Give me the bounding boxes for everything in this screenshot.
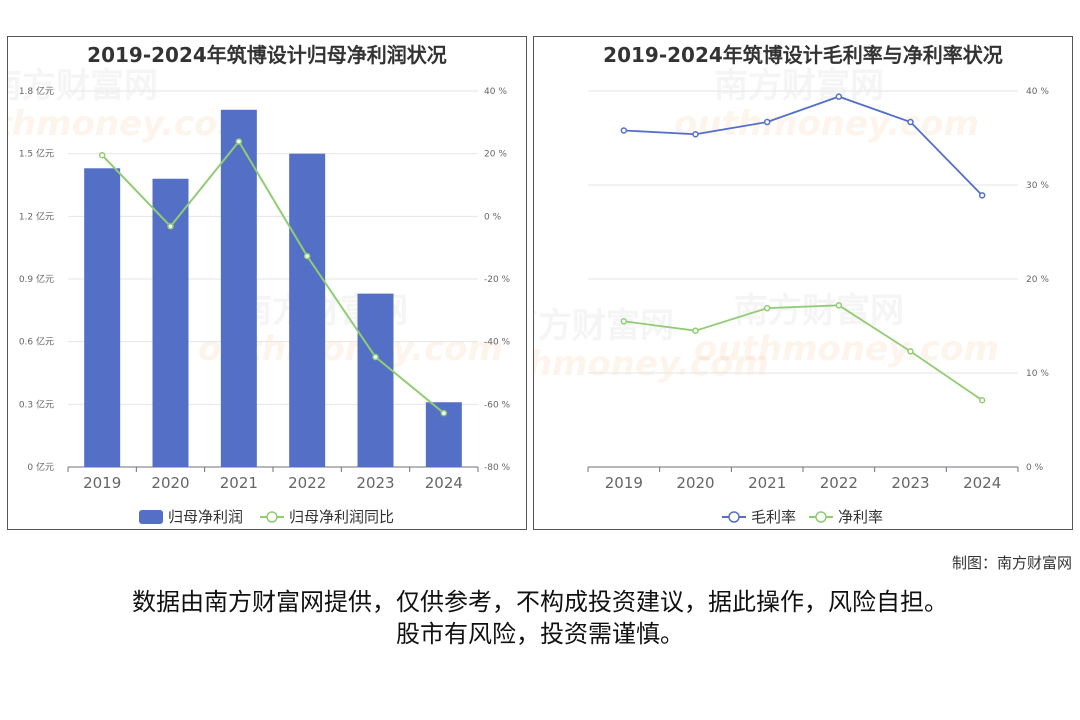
line-point [692,327,699,334]
x-tick-label: 2020 [151,474,189,492]
watermark-text: outhmoney.com [7,104,253,144]
line-point [372,353,379,361]
y-tick-label: 0 亿元 [27,461,54,473]
x-tick-label: 2024 [425,474,463,492]
series-line [101,139,445,414]
chart-title: 2019-2024年筑博设计毛利率与净利率状况 [603,43,1003,67]
y2-tick-label: 20 % [484,150,507,160]
y2-tick-label: 0 % [484,212,502,222]
y-tick-label: 1.5 亿元 [19,148,54,160]
x-tick-label: 2020 [676,474,714,492]
y2-tick-label: -80 % [484,463,511,473]
bar [220,109,257,468]
net-profit-chart-panel: 2019-2024年筑博设计归母净利润状况 南方财富网outhmoney.com… [7,36,527,530]
x-tick-label: 2022 [288,474,326,492]
line-point [303,252,311,260]
series-line [623,95,983,196]
y2-tick-label: -20 % [484,275,511,285]
line-point [167,223,174,230]
line-point [835,93,843,100]
line-point [692,130,699,138]
x-tick-label: 2023 [356,474,394,492]
bar [357,293,394,467]
y-tick-label: 20 % [1026,275,1049,285]
legend-label: 归母净利润同比 [289,508,394,526]
line-point [978,192,986,199]
watermark-text: outhmoney.com [694,329,999,369]
line-point [978,397,986,404]
watermark-text: outhmoney.com [533,344,769,384]
line-point [763,118,771,126]
x-tick-label: 2022 [820,474,858,492]
disclaimer-line-2: 股市有风险，投资需谨慎。 [396,620,684,648]
watermark-text: 南方财富网 [533,306,674,346]
x-tick-label: 2024 [963,474,1001,492]
line-point [620,318,628,325]
watermark-text: 南方财富网 [7,66,158,106]
line-point [907,348,914,355]
y-tick-label: 0.9 亿元 [19,273,54,285]
line-point [907,118,914,126]
watermark-text: 南方财富网 [714,66,884,106]
y-tick-label: 1.8 亿元 [19,85,54,97]
disclaimer-line-1: 数据由南方财富网提供，仅供参考，不构成投资建议，据此操作，风险自担。 [132,588,948,616]
y-tick-label: 1.2 亿元 [19,210,54,222]
y-tick-label: 0 % [1026,463,1044,473]
legend-swatch [266,511,278,523]
y2-tick-label: -60 % [484,400,511,410]
legend-label: 净利率 [838,508,883,526]
bar [289,153,326,467]
legend-swatch [139,510,163,524]
line-point [835,302,843,309]
y-tick-label: 0.3 亿元 [19,398,54,410]
line-point [440,409,448,417]
legend-label: 归母净利润 [168,508,243,526]
y-tick-label: 40 % [1026,87,1049,97]
y-tick-label: 10 % [1026,369,1049,379]
watermark-text: 南方财富网 [734,291,904,331]
watermark-text: outhmoney.com [674,104,979,144]
line-point [763,304,771,312]
bar [152,178,189,467]
legend-swatch [815,511,827,523]
line-point [98,151,106,159]
x-tick-label: 2023 [891,474,929,492]
bar [84,168,121,468]
y2-tick-label: 40 % [484,87,507,97]
x-tick-label: 2021 [220,474,258,492]
chart-title: 2019-2024年筑博设计归母净利润状况 [87,43,447,67]
legend-swatch [728,511,740,523]
y2-tick-label: -40 % [484,338,511,348]
x-tick-label: 2021 [748,474,786,492]
y-tick-label: 0.6 亿元 [19,336,54,348]
margin-chart-panel: 2019-2024年筑博设计毛利率与净利率状况 南方财富网 outhmoney.c… [533,36,1073,530]
line-point [620,127,628,134]
chart-credit: 制图：南方财富网 [951,554,1072,572]
margin-chart: 南方财富网outhmoney.com南方财富网outhmoney.com南方财富… [533,66,1049,526]
y-tick-label: 30 % [1026,181,1049,191]
series-line [623,304,983,402]
x-tick-label: 2019 [605,474,643,492]
legend-label: 毛利率 [751,508,796,526]
x-tick-label: 2019 [83,474,121,492]
line-point [235,138,243,145]
